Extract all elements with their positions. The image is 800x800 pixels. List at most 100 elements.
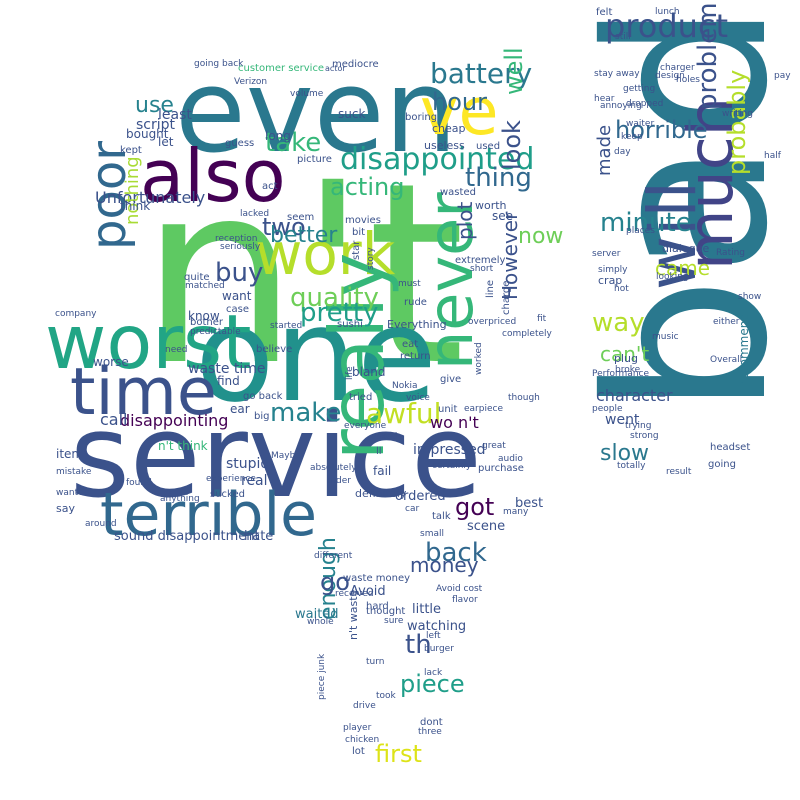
word-cloud-word: show — [738, 292, 762, 302]
word-cloud-word: work — [255, 220, 396, 288]
word-cloud-word: ordered — [395, 489, 446, 504]
word-cloud-word: awful — [366, 397, 442, 430]
word-cloud-word: felt — [596, 7, 613, 18]
word-cloud-word: sound disappointment — [114, 529, 260, 544]
word-cloud-word: places — [626, 226, 655, 236]
word-cloud-word: star — [351, 240, 362, 260]
word-cloud-word: music — [652, 332, 679, 342]
word-cloud-word: predictable — [190, 327, 241, 337]
word-cloud-word: dialogue — [662, 242, 710, 255]
word-cloud-word: getting — [623, 84, 656, 94]
word-cloud-word: quality — [290, 283, 379, 313]
word-cloud-word: use — [135, 93, 174, 118]
word-cloud-word: order — [327, 476, 351, 486]
word-cloud-word: strong — [630, 431, 659, 441]
word-cloud-word: result — [666, 467, 692, 477]
word-cloud-word: talk — [432, 511, 451, 522]
word-cloud-word: need — [165, 345, 188, 355]
word-cloud-word: took — [376, 691, 396, 701]
word-cloud-word: acting — [330, 173, 405, 201]
word-cloud-word: plot — [453, 201, 477, 240]
word-cloud-word: guess — [225, 138, 255, 149]
word-cloud-word: seriously — [220, 242, 261, 252]
word-cloud-word: got — [455, 493, 495, 521]
word-cloud-word: experience — [206, 474, 256, 484]
word-cloud-word: product — [605, 7, 729, 45]
word-cloud-word: went — [605, 412, 640, 428]
word-cloud-word: best — [515, 496, 544, 511]
word-cloud-word: little — [412, 602, 442, 617]
word-cloud-word: slow — [600, 441, 650, 466]
word-cloud-word: scene — [467, 519, 506, 534]
word-cloud-word: disappointing — [120, 411, 229, 430]
word-cloud-word: lot — [352, 746, 365, 757]
word-cloud-word: eat — [402, 339, 419, 350]
word-cloud-word: found — [126, 478, 152, 488]
word-cloud-word: waiter — [626, 119, 655, 129]
word-cloud-word: way — [592, 308, 645, 338]
word-cloud-word: better — [270, 223, 338, 248]
word-cloud-word: absolutely — [310, 463, 357, 473]
word-cloud-word: server — [592, 249, 621, 259]
word-cloud-word: writing — [722, 109, 754, 119]
word-cloud-word: line — [485, 279, 496, 298]
word-cloud-word: turn — [366, 657, 385, 667]
word-cloud-word: character — [596, 386, 673, 405]
word-cloud-word: stay away — [594, 69, 640, 79]
word-cloud-word: piece junk — [317, 653, 327, 700]
word-cloud-word: mediocre — [332, 59, 379, 70]
word-cloud-word: well — [500, 47, 528, 95]
word-cloud-word: worst — [45, 298, 252, 386]
word-cloud-word: real — [241, 473, 268, 489]
word-cloud-word: worse — [93, 355, 129, 369]
word-cloud-word: pretty — [300, 298, 379, 328]
word-cloud-word: ve — [420, 75, 499, 150]
word-cloud-word: battery — [430, 57, 533, 90]
word-cloud-word: everyone — [344, 421, 387, 431]
word-cloud-word: waited — [295, 607, 339, 622]
word-cloud-word: bland — [352, 365, 386, 379]
word-cloud-word: company — [55, 309, 97, 319]
word-cloud-word: terrible — [100, 480, 318, 550]
word-cloud-word: lacked — [240, 209, 270, 219]
word-cloud-word: sure — [384, 616, 404, 626]
word-cloud-word: pay — [774, 71, 791, 81]
word-cloud-word: drive — [353, 701, 376, 711]
word-cloud-word: make — [270, 398, 342, 428]
word-cloud-word: earpiece — [464, 404, 503, 414]
word-cloud-word: car — [405, 504, 420, 514]
word-cloud-word: going back — [194, 59, 244, 69]
word-cloud-word: kept — [120, 145, 142, 156]
word-cloud-word: two — [262, 213, 306, 241]
word-cloud-word: can't — [600, 342, 650, 366]
word-cloud-word: waste money — [343, 573, 411, 584]
word-cloud-word: thing — [465, 163, 532, 193]
word-cloud-word: Avoid — [350, 584, 386, 599]
word-cloud-word: probably — [723, 69, 751, 175]
word-cloud-word: lack — [424, 668, 443, 678]
word-cloud-word: trying — [625, 421, 652, 431]
word-cloud-word: first — [375, 740, 422, 768]
word-cloud-word: short — [470, 264, 494, 274]
word-cloud-word: impressed — [413, 442, 486, 458]
word-cloud-word: also — [140, 134, 286, 218]
word-cloud-word: Unfortunately — [95, 188, 206, 207]
word-cloud-word: bought — [126, 127, 169, 141]
word-cloud-word: seem — [287, 212, 315, 223]
word-cloud-word: n't think — [158, 439, 208, 453]
word-cloud-word: long — [265, 129, 291, 143]
word-cloud-word: least — [158, 107, 192, 123]
word-cloud-word: audio — [498, 454, 523, 464]
word-cloud-word: bit — [352, 227, 366, 238]
word-cloud-word: time — [70, 355, 217, 430]
word-cloud-word: cheap — [432, 122, 466, 135]
word-cloud-word: day — [614, 147, 631, 157]
word-cloud-word: believe — [256, 344, 293, 355]
word-cloud-word: purchase — [478, 463, 524, 474]
word-cloud-word: design — [655, 71, 685, 81]
word-cloud-word: around — [85, 519, 117, 529]
word-cloud-word: made — [594, 124, 615, 176]
word-cloud-word: hate — [244, 529, 274, 544]
word-cloud-word: find — [217, 374, 240, 388]
word-cloud-word: hear — [594, 94, 615, 104]
